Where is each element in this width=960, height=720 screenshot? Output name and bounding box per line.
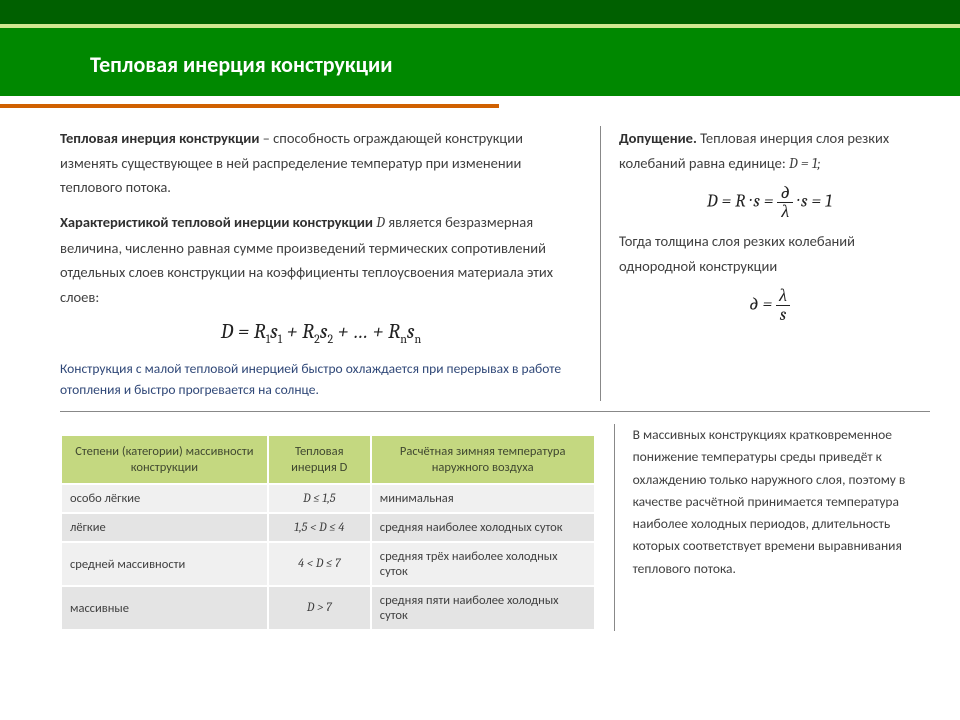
slide-title: Тепловая инерция конструкции: [90, 51, 393, 78]
slide-header: Тепловая инерция конструкции: [0, 0, 960, 96]
bottom-right-text: В массивных конструкциях кратковременное…: [614, 424, 930, 631]
side-formula-1: D = R · s = ∂λ · s = 1: [619, 184, 920, 221]
cell: 1,5 < D ≤ 4: [268, 513, 371, 542]
f2-frac: λs: [776, 287, 790, 324]
table-row: средней массивности 4 < D ≤ 7 средняя тр…: [61, 542, 595, 586]
left-column: Тепловая инерция конструкции – способнос…: [60, 126, 600, 401]
cell: средняя пяти наиболее холодных суток: [371, 586, 595, 630]
cell: особо лёгкие: [61, 484, 268, 513]
table-row: особо лёгкие D ≤ 1,5 минимальная: [61, 484, 595, 513]
cell: лёгкие: [61, 513, 268, 542]
main-formula: D = R1s1 + R2s2 + … + Rnsn: [60, 315, 582, 351]
top-row: Тепловая инерция конструкции – способнос…: [60, 126, 930, 401]
f2-lhs: ∂ =: [749, 293, 776, 314]
f1-rhs: · s = 1: [793, 191, 832, 212]
right-column: Допущение. Тепловая инерция слоя резких …: [600, 126, 920, 401]
cell: D ≤ 1,5: [268, 484, 371, 513]
cell: средней массивности: [61, 542, 268, 586]
side-formula-2: ∂ = λs: [619, 287, 920, 324]
assumption-bold: Допущение.: [619, 129, 697, 147]
slide-content: Тепловая инерция конструкции – способнос…: [0, 108, 960, 631]
definition-paragraph: Тепловая инерция конструкции – способнос…: [60, 126, 582, 200]
bottom-row: Степени (категории) массивности конструк…: [60, 424, 930, 631]
massiveness-table: Степени (категории) массивности конструк…: [60, 434, 596, 631]
th-category: Степени (категории) массивности конструк…: [61, 435, 268, 484]
th-inertia: Тепловая инерция D: [268, 435, 371, 484]
assumption-paragraph: Допущение. Тепловая инерция слоя резких …: [619, 126, 920, 176]
f1-den: λ: [777, 203, 793, 221]
characteristic-bold: Характеристикой тепловой инерции констру…: [60, 213, 376, 231]
characteristic-paragraph: Характеристикой тепловой инерции констру…: [60, 210, 582, 310]
table-row: лёгкие 1,5 < D ≤ 4 средняя наиболее холо…: [61, 513, 595, 542]
table-row: массивные D > 7 средняя пяти наиболее хо…: [61, 586, 595, 630]
cell: средняя наиболее холодных суток: [371, 513, 595, 542]
note-text: Конструкция с малой тепловой инерцией бы…: [60, 359, 582, 401]
assumption-eq: D = 1;: [789, 155, 820, 172]
table-wrap: Степени (категории) массивности конструк…: [60, 424, 614, 631]
header-accent-strip: [0, 24, 960, 28]
header-dark-strip: [0, 0, 960, 24]
f2-den: s: [776, 306, 790, 324]
cell: средняя трёх наиболее холодных суток: [371, 542, 595, 586]
f2-num: λ: [776, 287, 790, 306]
cell: массивные: [61, 586, 268, 630]
symbol-D: D: [376, 214, 385, 231]
divider: [60, 411, 930, 412]
cell: D > 7: [268, 586, 371, 630]
cell: минимальная: [371, 484, 595, 513]
table-header-row: Степени (категории) массивности конструк…: [61, 435, 595, 484]
term: Тепловая инерция конструкции: [60, 129, 259, 147]
th-temperature: Расчётная зимняя температура наружного в…: [371, 435, 595, 484]
cell: 4 < D ≤ 7: [268, 542, 371, 586]
f1-lhs: D = R · s =: [707, 191, 778, 212]
right-p2: Тогда толщина слоя резких колебаний одно…: [619, 229, 920, 278]
f1-frac: ∂λ: [777, 184, 793, 221]
